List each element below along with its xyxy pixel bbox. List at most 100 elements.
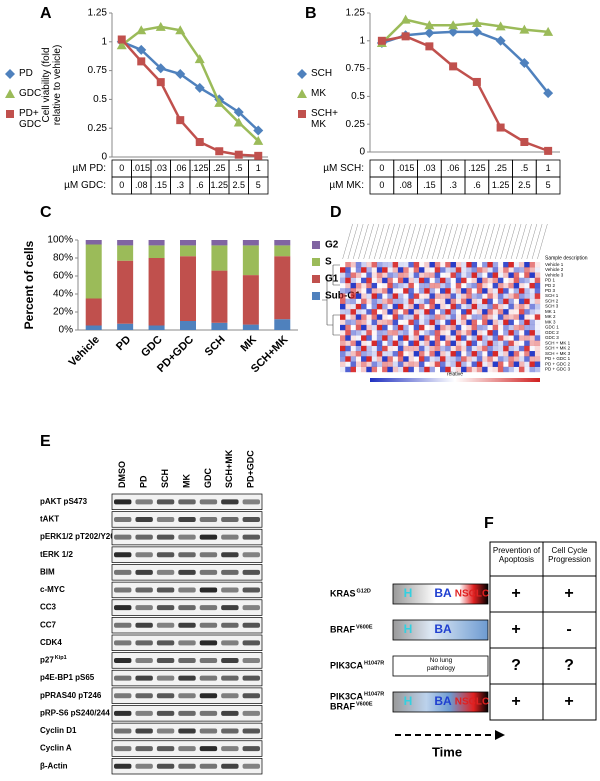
heatmap-cell <box>492 303 499 310</box>
heatmap-cell <box>482 298 488 305</box>
heatmap-cell <box>482 293 488 299</box>
heatmap-cell <box>476 267 483 273</box>
marker <box>544 146 553 155</box>
heatmap-cell <box>418 330 425 336</box>
heatmap-cell <box>397 351 404 357</box>
blot-band <box>156 728 175 734</box>
heatmap-cell <box>487 267 493 273</box>
heatmap-cell <box>355 345 362 352</box>
blot-band <box>221 622 239 628</box>
heatmap-cell <box>482 267 488 273</box>
heatmap-cell <box>418 314 425 320</box>
blot-band <box>242 693 260 699</box>
heatmap-cell <box>440 293 446 299</box>
marker <box>176 116 185 125</box>
heatmap-cell <box>397 303 404 310</box>
heatmap-cell <box>503 303 509 310</box>
heatmap-cell <box>466 335 472 341</box>
heatmap-cell <box>529 324 535 331</box>
heatmap-cell <box>450 319 456 326</box>
heatmap-cell <box>524 309 530 315</box>
heatmap-cell <box>466 288 472 294</box>
heatmap-cell <box>477 262 482 267</box>
sample-label: SCH 1 <box>545 293 559 298</box>
heatmap-cell <box>434 293 441 299</box>
heatmap-cell <box>424 272 430 278</box>
heatmap-cell <box>372 278 377 283</box>
heatmap-cell <box>471 340 478 347</box>
legend-label: SCH+ MK <box>311 108 338 130</box>
heatmap-cell <box>534 282 541 289</box>
heatmap-cell <box>487 325 492 330</box>
heatmap-cell <box>476 314 483 320</box>
panel-label: D <box>330 204 342 221</box>
table-cell-text: .06 <box>174 163 187 173</box>
heatmap-cell <box>429 267 434 272</box>
heatmap-cell <box>445 351 451 357</box>
heatmap-cell <box>340 309 346 315</box>
heatmap-cell <box>482 282 488 289</box>
heatmap-cell <box>371 282 378 289</box>
blot-band <box>199 746 218 752</box>
heatmap-cell <box>534 272 541 278</box>
heatmap-cell <box>513 267 520 273</box>
heatmap-cell <box>445 282 451 289</box>
heatmap-cell <box>455 340 462 347</box>
heatmap-cell <box>345 366 351 373</box>
sample-label: PD + GDC 1 <box>545 356 571 361</box>
gene-allele: G12D <box>357 588 371 594</box>
heatmap-cell <box>455 330 462 336</box>
y-tick-label: 0% <box>59 325 74 336</box>
heatmap-cell <box>350 272 356 278</box>
heatmap-cell <box>476 340 483 347</box>
heatmap-cell <box>461 314 467 320</box>
heatmap-cell <box>524 293 530 299</box>
bar-segment <box>85 298 102 326</box>
blot-band <box>242 640 260 646</box>
heatmap-cell <box>435 367 440 372</box>
heatmap-cell <box>472 288 477 293</box>
marker <box>254 151 263 160</box>
heatmap-cell <box>482 303 488 310</box>
heatmap-cell <box>513 351 520 357</box>
heatmap-cell <box>450 309 456 315</box>
heatmap-cell <box>429 282 435 289</box>
blot-row-label: p27 <box>40 656 54 665</box>
heatmap-cell <box>497 319 504 326</box>
bar-segment <box>274 256 291 320</box>
heatmap-cell <box>487 272 493 278</box>
marker <box>195 138 204 147</box>
heatmap-cell <box>497 277 504 284</box>
column-label-stub <box>368 223 380 260</box>
heatmap-cell <box>429 272 435 278</box>
heatmap-cell <box>434 351 441 357</box>
heatmap-cell <box>371 262 378 268</box>
heatmap-cell <box>429 366 435 373</box>
heatmap-cell <box>413 309 420 315</box>
heatmap-cell <box>497 309 504 315</box>
heatmap-cell <box>534 366 541 373</box>
y-tick-label: 1.25 <box>346 8 366 19</box>
bar-segment <box>180 321 196 330</box>
heatmap-cell <box>466 262 472 268</box>
heatmap-cell <box>518 309 525 315</box>
heatmap-cell <box>414 356 419 361</box>
heatmap-cell <box>387 277 393 284</box>
blot-band <box>114 657 132 663</box>
marker <box>233 107 244 118</box>
heatmap-cell <box>397 293 404 299</box>
blot-band <box>178 552 196 558</box>
column-label-stub <box>395 223 406 260</box>
heatmap-cell <box>392 319 399 326</box>
heatmap-cell <box>461 335 467 341</box>
heatmap-cell <box>440 277 446 284</box>
heatmap-cell <box>345 309 351 315</box>
heatmap-cell <box>361 345 367 352</box>
heatmap-cell <box>482 314 488 320</box>
heatmap-cell <box>340 330 346 336</box>
heatmap-cell <box>455 303 462 310</box>
heatmap-cell <box>376 335 383 341</box>
sample-label: GDC 1 <box>545 325 559 330</box>
column-label-stub <box>458 223 469 260</box>
blot-band <box>221 675 239 681</box>
